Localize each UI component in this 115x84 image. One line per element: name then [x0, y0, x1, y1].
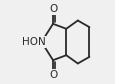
Text: HO: HO [22, 37, 37, 47]
Text: O: O [49, 4, 57, 14]
Text: N: N [37, 37, 45, 47]
Text: O: O [49, 70, 57, 80]
